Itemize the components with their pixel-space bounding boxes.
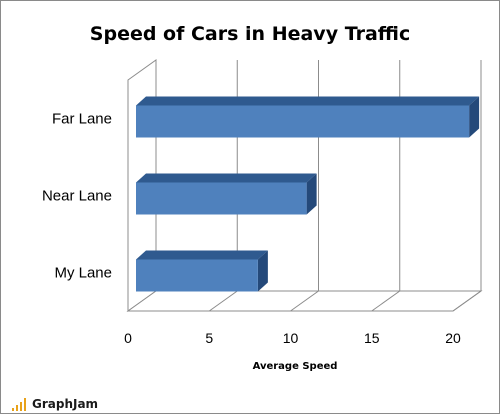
x-axis-label: Average Speed (253, 361, 338, 372)
x-tick-label: 15 (364, 330, 380, 346)
category-labels: Far Lane Near Lane My Lane (42, 111, 112, 282)
gridline (452, 60, 482, 312)
x-tick-label: 10 (283, 330, 299, 346)
category-label: Far Lane (52, 111, 112, 128)
category-label: My Lane (54, 265, 112, 282)
bar-front-face (136, 182, 307, 215)
graphjam-watermark: GraphJam (12, 398, 98, 411)
x-tick-label: 20 (445, 330, 461, 346)
x-tick-label: 0 (124, 330, 132, 346)
bar-front-face (136, 259, 258, 292)
watermark-text: GraphJam (32, 397, 99, 411)
bar-end-face (469, 96, 480, 138)
bar (136, 250, 268, 292)
category-label: Near Lane (42, 188, 112, 205)
bar-top-face (136, 173, 317, 183)
bar-top-face (136, 96, 480, 106)
bar-end-face (257, 250, 268, 292)
bars-group (136, 96, 480, 292)
chart-title: Speed of Cars in Heavy Traffic (90, 23, 410, 45)
x-tick-label: 5 (205, 330, 213, 346)
bar-end-face (306, 173, 317, 215)
bar (136, 173, 317, 215)
bar (136, 96, 480, 138)
bar-top-face (136, 250, 268, 260)
graphjam-logo-icon (12, 398, 26, 411)
x-tick-labels: 0 5 10 15 20 (124, 330, 461, 346)
bar-front-face (136, 105, 470, 138)
